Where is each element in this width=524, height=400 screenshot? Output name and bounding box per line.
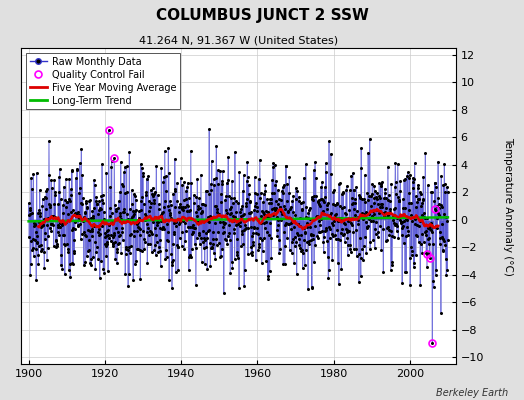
Y-axis label: Temperature Anomaly (°C): Temperature Anomaly (°C): [504, 136, 514, 276]
Text: Berkeley Earth: Berkeley Earth: [436, 388, 508, 398]
Legend: Raw Monthly Data, Quality Control Fail, Five Year Moving Average, Long-Term Tren: Raw Monthly Data, Quality Control Fail, …: [26, 53, 180, 109]
Title: 41.264 N, 91.367 W (United States): 41.264 N, 91.367 W (United States): [139, 36, 338, 46]
Text: COLUMBUS JUNCT 2 SSW: COLUMBUS JUNCT 2 SSW: [156, 8, 368, 23]
